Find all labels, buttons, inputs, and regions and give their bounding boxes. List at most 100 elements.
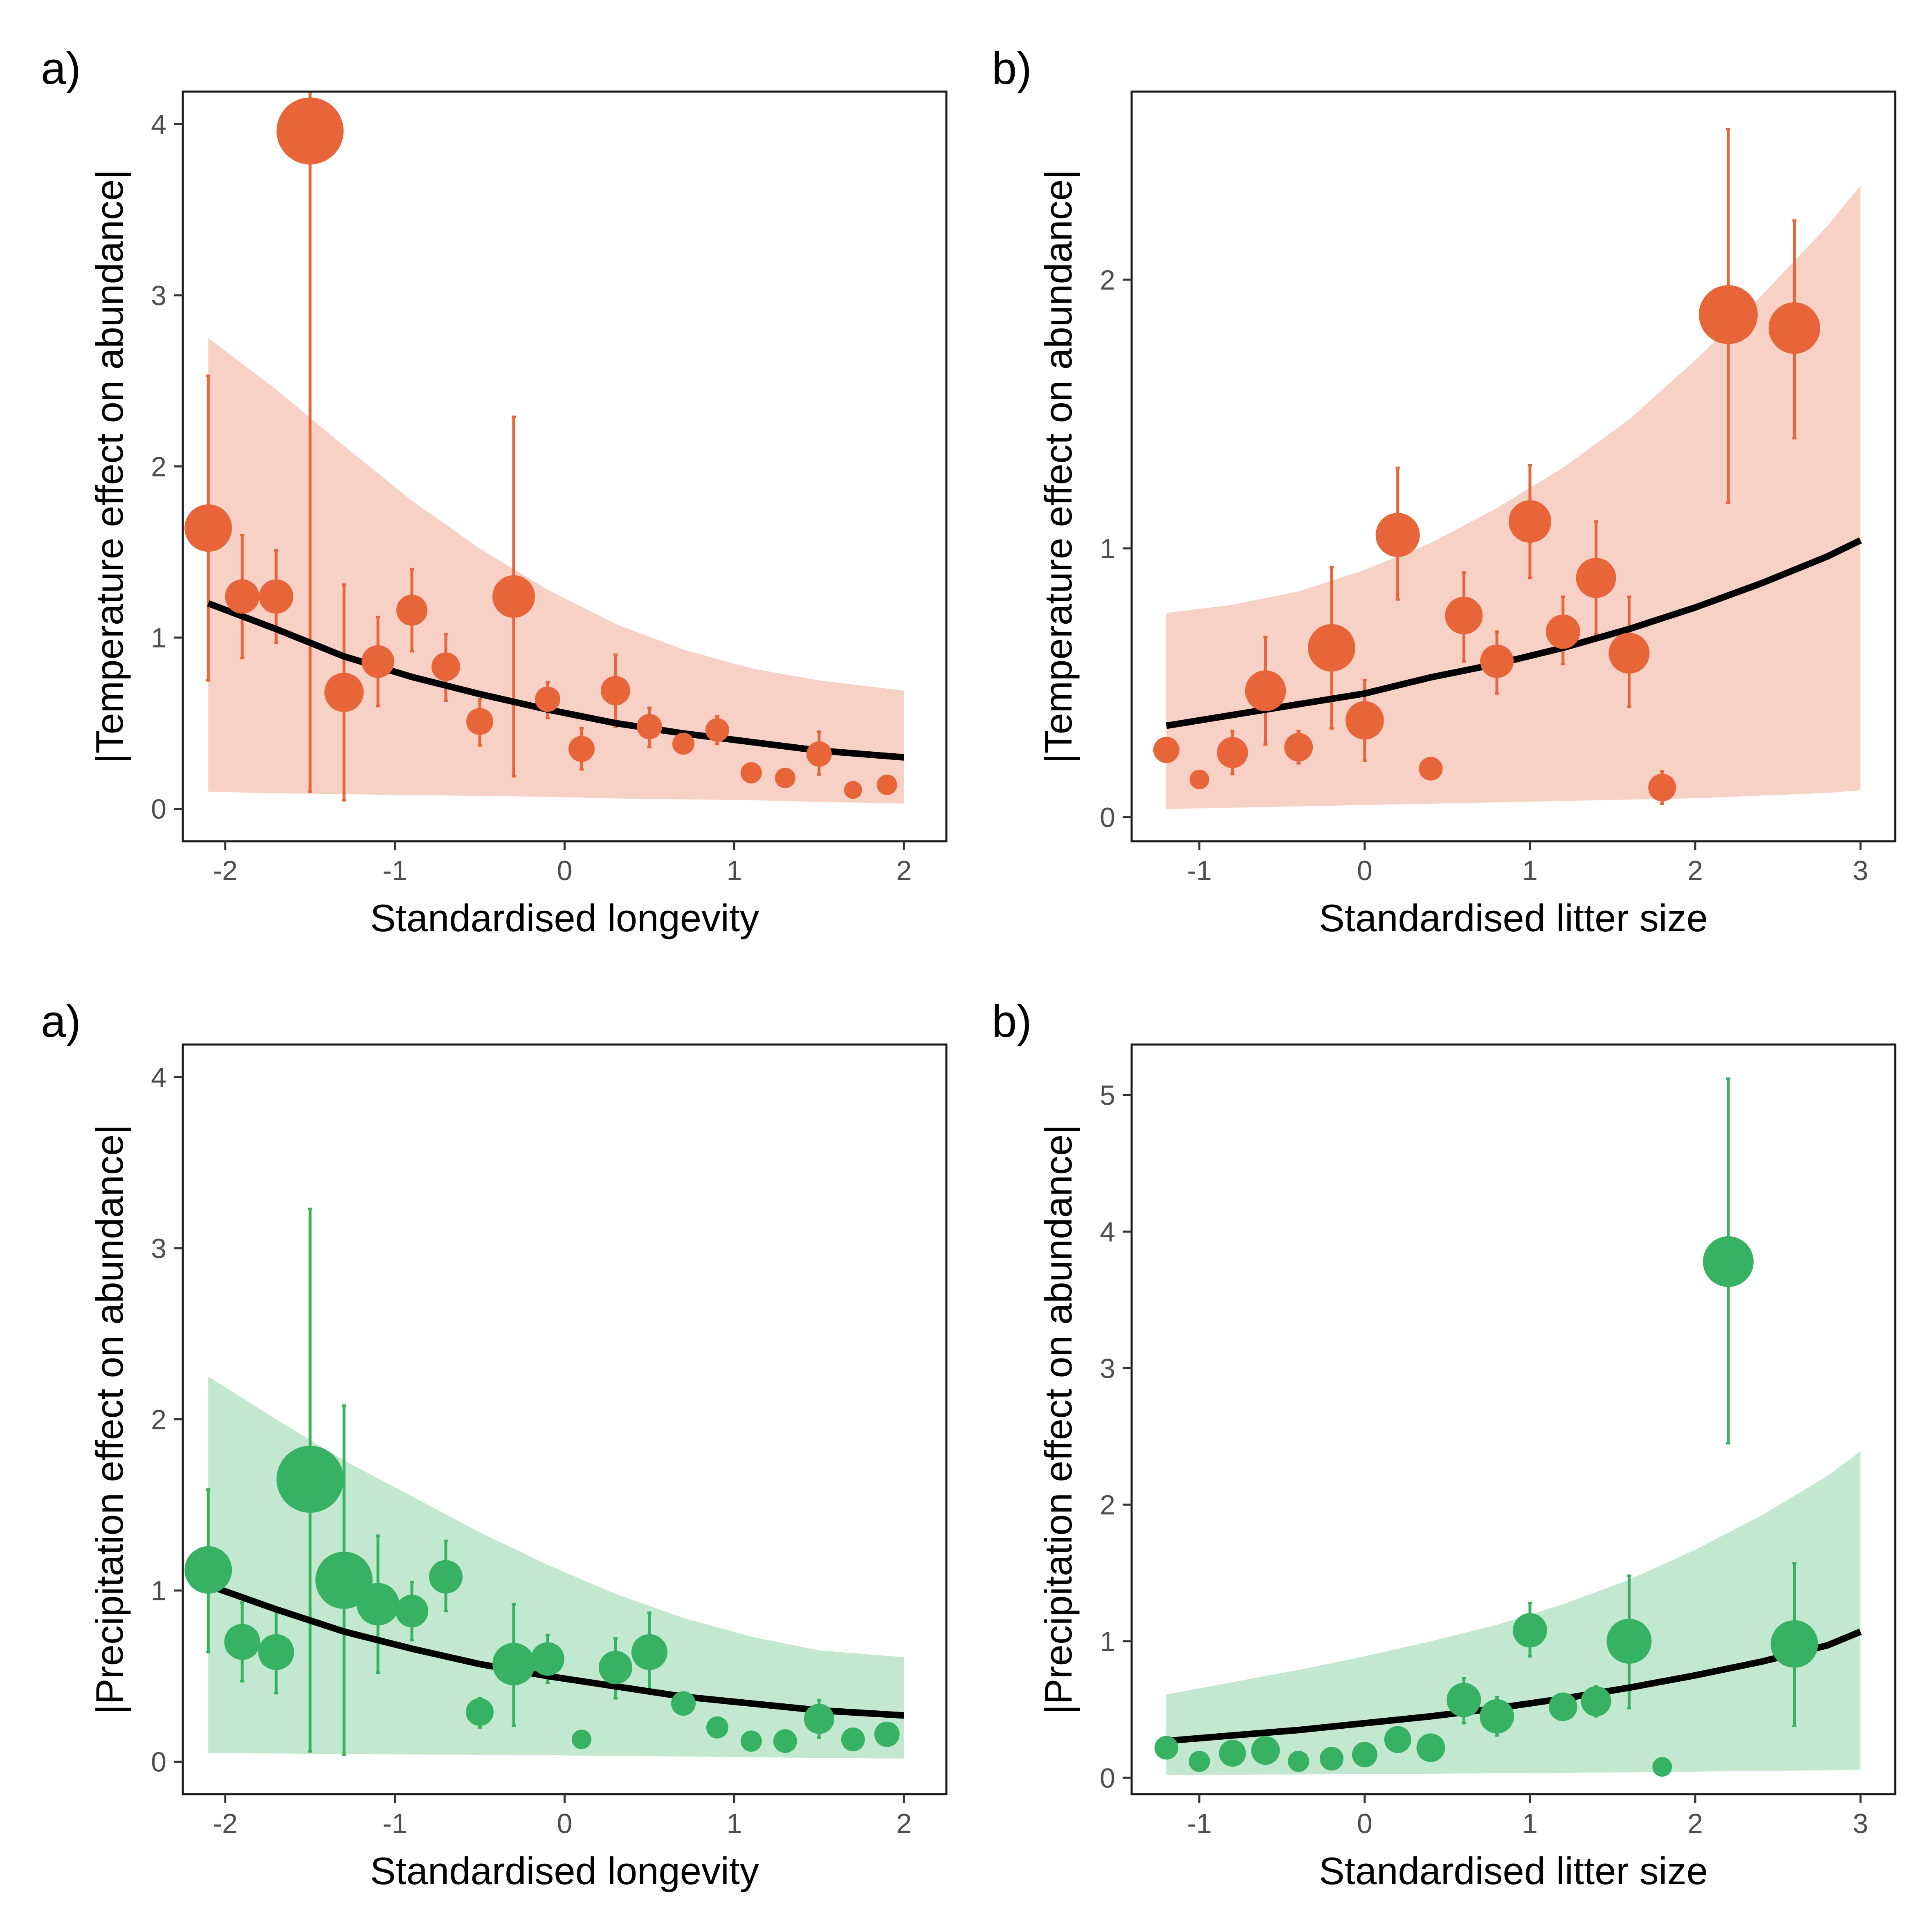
data-point <box>773 1729 797 1753</box>
data-point <box>672 732 694 755</box>
y-tick-label: 4 <box>1100 1216 1115 1247</box>
confidence-band <box>208 338 904 804</box>
data-point <box>1217 737 1248 768</box>
data-point <box>705 718 729 742</box>
confidence-band <box>1166 1451 1861 1775</box>
data-point <box>1770 1620 1818 1668</box>
x-tick-label: 0 <box>1357 855 1373 886</box>
data-point <box>1154 1736 1178 1760</box>
x-tick-label: -1 <box>1187 855 1211 886</box>
data-point <box>1652 1757 1672 1777</box>
y-tick-label: 3 <box>1100 1353 1115 1384</box>
data-point <box>1512 1613 1547 1648</box>
confidence-band <box>208 1376 904 1759</box>
data-point <box>598 1651 632 1685</box>
x-axis-title: Standardised litter size <box>1319 896 1708 939</box>
y-tick-label: 1 <box>151 622 166 654</box>
plot-area <box>1153 128 1862 809</box>
data-point <box>1508 500 1551 543</box>
fit-line <box>1166 1629 1862 1744</box>
data-point <box>1480 644 1514 678</box>
data-point <box>324 672 364 712</box>
x-tick-label: 1 <box>726 1808 742 1839</box>
x-tick-label: 2 <box>1687 1808 1703 1839</box>
data-point <box>740 1730 762 1752</box>
x-tick-label: -1 <box>1187 1808 1211 1839</box>
data-point <box>1703 1236 1754 1287</box>
data-point <box>1189 769 1209 789</box>
y-tick-label: 4 <box>151 1062 166 1093</box>
data-point <box>671 1691 696 1716</box>
x-tick-label: -1 <box>382 1808 407 1839</box>
data-point <box>1251 1736 1280 1765</box>
y-tick-label: 5 <box>1100 1080 1115 1111</box>
x-axis-title: Standardised longevity <box>370 1849 759 1892</box>
chart-panel-3: -1 0 1 2 3 0 1 2 3 4 5 Standardised litter size |Pre… <box>992 996 1896 1892</box>
y-tick-label: 0 <box>1100 802 1115 833</box>
x-tick-label: 1 <box>726 855 742 886</box>
data-point <box>631 1634 667 1670</box>
data-point <box>1384 1726 1411 1753</box>
chart-panel-0: -2 -1 0 1 2 0 1 2 3 4 Standardised longevity |Tempe… <box>41 43 948 939</box>
data-point <box>568 736 595 762</box>
fit-line <box>207 1582 904 1719</box>
y-tick-label: 3 <box>151 280 166 311</box>
data-point <box>874 1721 900 1747</box>
y-tick-label: 4 <box>151 109 166 140</box>
x-tick-label: 0 <box>557 855 573 886</box>
plot-area <box>184 92 904 804</box>
x-tick-label: -2 <box>213 1808 237 1839</box>
x-tick-label: 3 <box>1853 1808 1868 1839</box>
data-point <box>1609 633 1650 674</box>
y-tick-label: 2 <box>1100 265 1115 296</box>
data-point <box>1581 1686 1611 1716</box>
data-point <box>362 645 395 678</box>
plot-area <box>1154 1077 1862 1777</box>
data-point <box>466 708 494 735</box>
y-tick-label: 0 <box>151 1746 166 1777</box>
data-point <box>1245 670 1286 712</box>
y-tick-label: 2 <box>151 452 166 483</box>
data-point <box>1416 1733 1445 1762</box>
data-point <box>258 1634 294 1670</box>
data-point <box>806 741 832 767</box>
y-axis-title: |Precipitation effect on abundance| <box>88 1124 131 1714</box>
data-point <box>1445 597 1483 635</box>
data-point <box>395 1595 429 1628</box>
panel-label: a) <box>41 996 81 1047</box>
data-point <box>492 575 535 618</box>
plot-area <box>184 1207 904 1759</box>
data-point <box>492 1642 535 1685</box>
data-point <box>1188 1750 1210 1772</box>
y-tick-label: 3 <box>151 1233 166 1264</box>
y-axis-title: |Precipitation effect on abundance| <box>1037 1124 1080 1714</box>
data-point <box>1307 624 1355 672</box>
data-point <box>225 579 260 614</box>
x-axis-title: Standardised longevity <box>370 896 759 939</box>
data-point <box>1288 1750 1310 1772</box>
panel-border <box>1130 1043 1896 1795</box>
y-tick-label: 0 <box>1100 1763 1115 1794</box>
data-point <box>1768 302 1820 354</box>
panel-label: b) <box>992 43 1032 94</box>
data-point <box>429 1560 463 1594</box>
data-point <box>841 1728 865 1752</box>
y-tick-label: 1 <box>1100 1626 1115 1657</box>
data-point <box>876 774 897 795</box>
data-point <box>1546 614 1580 649</box>
y-axis-title: |Temperature effect on abundance| <box>1037 169 1080 764</box>
data-point <box>1345 701 1384 740</box>
data-point <box>1648 773 1676 802</box>
y-tick-label: 2 <box>151 1404 166 1436</box>
data-point <box>775 768 795 789</box>
data-point <box>1352 1742 1377 1768</box>
y-tick-label: 2 <box>1100 1489 1115 1521</box>
data-point <box>1698 285 1758 344</box>
x-tick-label: 1 <box>1522 1808 1538 1839</box>
x-tick-label: 0 <box>1357 1808 1373 1839</box>
data-point <box>844 781 862 799</box>
x-tick-label: 0 <box>557 1808 573 1839</box>
data-point <box>535 686 561 712</box>
data-point <box>224 1624 261 1660</box>
x-tick-label: -2 <box>213 855 237 886</box>
